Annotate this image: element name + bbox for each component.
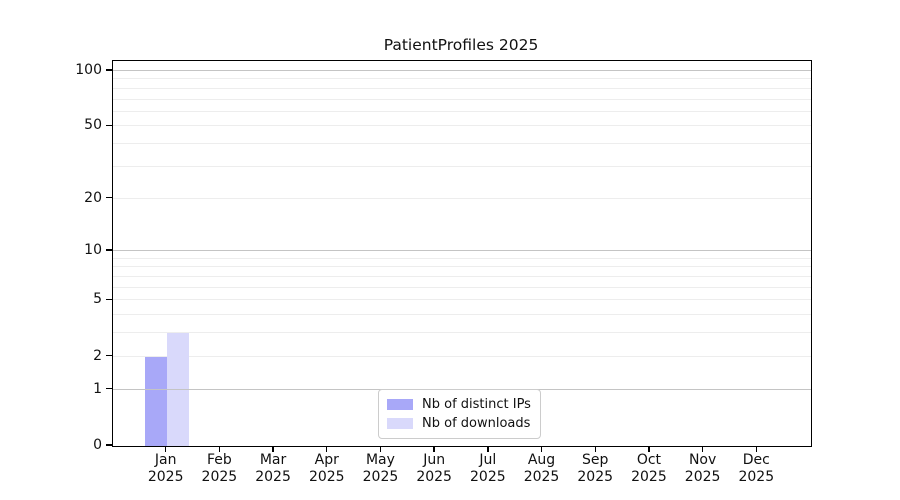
x-tick-label: Feb 2025 <box>183 452 255 485</box>
x-tick-label-line: Sep <box>582 452 609 468</box>
x-tick-label: Apr 2025 <box>291 452 363 485</box>
x-tick-label-line: Dec <box>742 452 770 468</box>
x-tick-mark <box>594 446 596 452</box>
x-tick-mark <box>272 446 274 452</box>
bar-downloads <box>166 333 189 446</box>
x-tick-label-line: 2025 <box>362 468 399 485</box>
gridline-minor <box>113 197 811 199</box>
legend-item-distinct-ips: Nb of distinct IPs <box>387 396 531 413</box>
x-tick-label: Aug 2025 <box>506 452 578 485</box>
x-tick-label-line: Jul <box>479 452 497 468</box>
x-tick-label-line: Mar <box>259 452 287 468</box>
x-tick-label-line: 2025 <box>577 468 614 485</box>
x-tick-label-line: 2025 <box>470 468 506 485</box>
legend: Nb of distinct IPs Nb of downloads <box>378 389 541 439</box>
gridline-minor <box>113 110 811 112</box>
x-tick-mark <box>648 446 650 452</box>
gridline-minor <box>113 286 811 288</box>
y-tick-label: 2 <box>93 347 102 364</box>
x-tick-label-line: Feb <box>206 452 232 468</box>
gridline-minor <box>113 355 811 357</box>
x-tick-label-line: May <box>365 452 395 468</box>
y-tick-mark <box>106 69 112 71</box>
x-tick-label-line: Jan <box>154 452 177 468</box>
y-tick-mark <box>106 387 112 390</box>
y-tick-label: 100 <box>75 61 102 78</box>
x-tick-label: Mar 2025 <box>237 452 309 485</box>
gridline-minor <box>113 143 811 145</box>
x-tick-label: May 2025 <box>344 452 416 485</box>
bar-distinct-ips <box>144 356 167 446</box>
gridline-minor <box>113 125 811 127</box>
y-tick-label: 20 <box>84 189 102 206</box>
gridline-minor <box>113 299 811 301</box>
x-tick-label-line: 2025 <box>523 468 560 485</box>
legend-label-downloads: Nb of downloads <box>422 416 531 431</box>
x-tick-label-line: 2025 <box>631 468 667 485</box>
y-tick-label: 10 <box>84 242 102 259</box>
gridline-minor <box>113 332 811 334</box>
legend-item-downloads: Nb of downloads <box>387 415 531 432</box>
x-tick-label: Nov 2025 <box>667 452 739 485</box>
x-tick-label-line: Nov <box>688 452 717 468</box>
y-tick-label: 50 <box>84 117 102 134</box>
x-tick-label: Dec 2025 <box>720 452 792 485</box>
x-tick-mark <box>487 446 489 452</box>
x-tick-label: Sep 2025 <box>559 452 631 485</box>
x-tick-label-line: Oct <box>636 452 662 468</box>
gridline-major <box>113 250 811 252</box>
y-tick-label: 1 <box>93 380 102 397</box>
chart-title: PatientProfiles 2025 <box>383 36 539 54</box>
x-tick-label-line: Aug <box>527 452 556 468</box>
x-tick-label-line: 2025 <box>684 468 721 485</box>
gridline-minor <box>113 257 811 259</box>
x-tick-label-line: Apr <box>314 452 339 468</box>
plot-area <box>112 60 812 447</box>
x-tick-mark <box>433 446 435 452</box>
x-tick-label: Jul 2025 <box>452 452 524 485</box>
x-tick-label-line: 2025 <box>201 468 238 485</box>
y-tick-label: 5 <box>93 291 102 308</box>
x-tick-mark <box>755 446 757 452</box>
y-tick-mark <box>106 354 112 357</box>
x-tick-label-line: 2025 <box>255 468 291 485</box>
y-tick-mark <box>106 124 112 127</box>
gridline-minor <box>113 266 811 268</box>
x-tick-label-line: Jun <box>423 452 446 468</box>
y-tick-mark <box>106 196 112 199</box>
x-tick-label-line: 2025 <box>147 468 184 485</box>
gridline-minor <box>113 275 811 277</box>
gridline-minor <box>113 314 811 316</box>
x-tick-label-line: 2025 <box>308 468 345 485</box>
x-tick-mark <box>540 446 543 452</box>
x-tick-mark <box>218 446 221 452</box>
gridline-minor <box>113 78 811 80</box>
legend-swatch-distinct-ips-icon <box>387 399 413 410</box>
x-tick-label-line: 2025 <box>738 468 775 485</box>
gridline-major <box>113 69 811 71</box>
x-tick-label: Jan 2025 <box>130 452 202 485</box>
legend-label-distinct-ips: Nb of distinct IPs <box>422 397 531 412</box>
gridline-minor <box>113 87 811 89</box>
legend-swatch-downloads-icon <box>387 418 413 429</box>
x-tick-label-line: 2025 <box>416 468 452 485</box>
gridline-minor <box>113 98 811 100</box>
x-tick-mark <box>379 446 382 452</box>
gridline-minor <box>113 165 811 167</box>
x-tick-label: Jun 2025 <box>398 452 470 485</box>
y-tick-mark <box>106 249 112 251</box>
y-tick-mark <box>106 444 112 446</box>
x-tick-mark <box>164 446 167 452</box>
y-tick-label: 0 <box>93 437 102 453</box>
x-tick-mark <box>701 446 704 452</box>
x-tick-mark <box>326 446 328 452</box>
x-tick-label: Oct 2025 <box>613 452 685 485</box>
y-tick-mark <box>106 298 112 301</box>
